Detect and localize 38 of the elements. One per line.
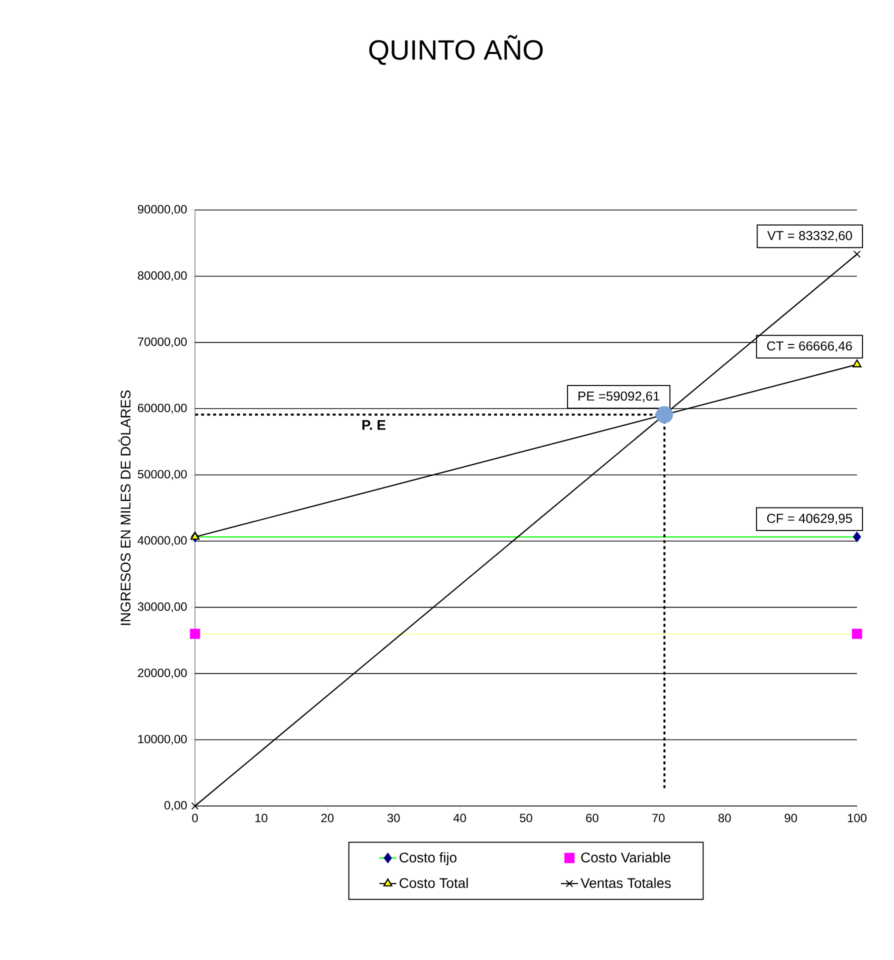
point <box>656 406 674 424</box>
legend-label: Ventas Totales <box>580 878 671 888</box>
x-tick-label: 80 <box>718 814 731 822</box>
point <box>852 628 862 639</box>
point <box>190 628 200 639</box>
x-tick-label: 90 <box>784 814 797 822</box>
x-tick-label: 30 <box>387 814 400 822</box>
y-axis-title: INGRESOS EN MILES DE DÓLARES <box>118 390 131 625</box>
x-tick-label: 40 <box>453 814 466 822</box>
chart-title: QUINTO AÑO <box>369 35 543 65</box>
point <box>853 250 861 258</box>
y-tick-label: 20000,00 <box>138 668 187 678</box>
x-tick-label: 100 <box>848 814 867 822</box>
legend-label: Costo Total <box>400 878 468 888</box>
point <box>191 802 199 810</box>
x-tick-label: 50 <box>520 814 532 822</box>
y-tick-label: 10000,00 <box>138 734 187 745</box>
y-tick-label: 60000,00 <box>138 404 187 414</box>
x-tick-label: 10 <box>255 814 268 822</box>
y-tick-label: 30000,00 <box>138 602 187 612</box>
y-tick-label: 90000,00 <box>138 205 187 215</box>
x-tick-label: 60 <box>586 814 598 822</box>
y-tick-label: 0,00 <box>164 801 187 811</box>
data-label: CT = 66666,46 <box>767 341 852 352</box>
data-label: PE =59092,61 <box>578 392 660 402</box>
annotation: P. E <box>362 420 386 430</box>
point <box>853 532 861 542</box>
x-tick-label: 70 <box>652 814 665 822</box>
y-tick-label: 50000,00 <box>138 470 187 480</box>
data-label: VT = 83332,60 <box>767 230 852 242</box>
y-tick-label: 80000,00 <box>138 271 187 282</box>
x-tick-label: 20 <box>321 814 334 822</box>
legend-label: Costo fijo <box>400 852 456 866</box>
legend-label: Costo Variable <box>581 852 670 862</box>
data-label: CF = 40629,95 <box>767 514 852 524</box>
y-tick-label: 40000,00 <box>138 536 187 546</box>
x-tick-label: 0 <box>192 814 198 822</box>
y-tick-label: 70000,00 <box>138 338 187 348</box>
